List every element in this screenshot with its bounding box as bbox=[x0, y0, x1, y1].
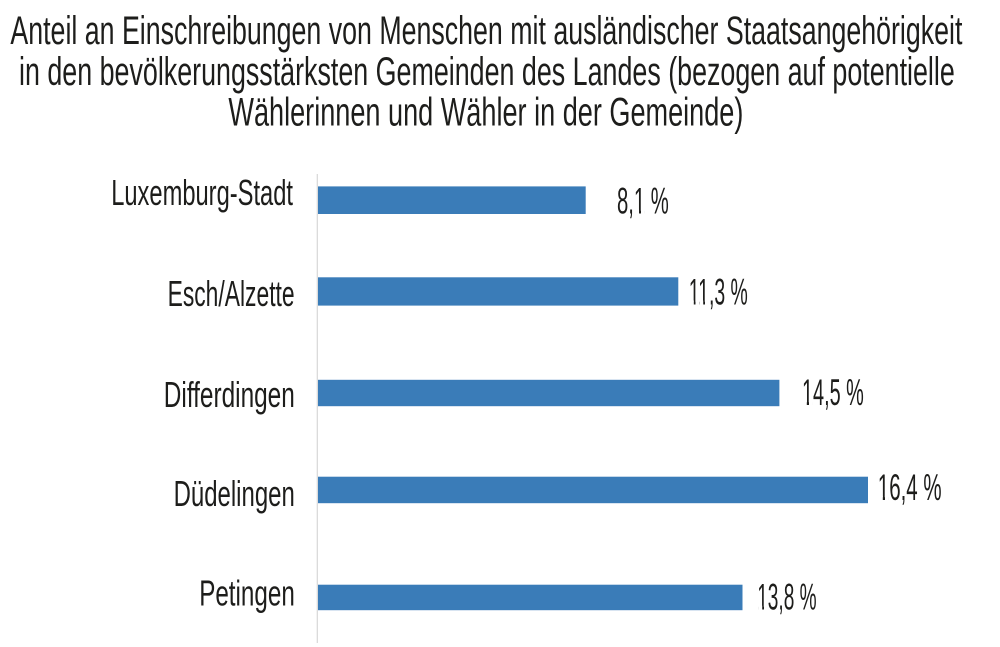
svg-text:Petingen: Petingen bbox=[199, 573, 295, 614]
svg-text:16,4 %: 16,4 % bbox=[878, 467, 942, 508]
svg-text:13,8 %: 13,8 % bbox=[757, 577, 816, 618]
svg-text:Wählerinnen und Wähler in der: Wählerinnen und Wähler in der Gemeinde) bbox=[228, 90, 743, 135]
svg-text:14,5 %: 14,5 % bbox=[802, 372, 864, 413]
svg-text:Esch/Alzette: Esch/Alzette bbox=[168, 273, 295, 314]
svg-text:11,3 %: 11,3 % bbox=[689, 272, 748, 313]
svg-text:Anteil an Einschreibungen von: Anteil an Einschreibungen von Menschen m… bbox=[10, 8, 962, 53]
svg-text:Düdelingen: Düdelingen bbox=[174, 473, 295, 514]
svg-text:in den bevölkerungsstärksten G: in den bevölkerungsstärksten Gemeinden d… bbox=[19, 49, 955, 94]
svg-text:Differdingen: Differdingen bbox=[164, 374, 295, 415]
svg-text:Luxemburg-Stadt: Luxemburg-Stadt bbox=[111, 172, 293, 213]
svg-text:8,1 %: 8,1 % bbox=[617, 181, 669, 222]
